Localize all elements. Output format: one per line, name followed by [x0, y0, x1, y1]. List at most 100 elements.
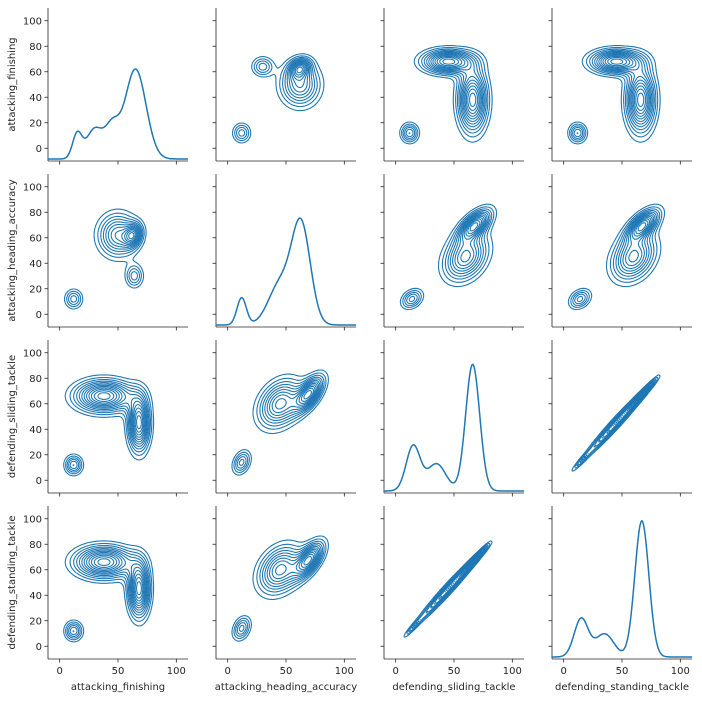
- x-tick-label: 100: [335, 666, 354, 677]
- kde-contour: [570, 48, 657, 141]
- panel-defending_sliding_tackle-vs-attacking_heading_accuracy: [212, 340, 356, 497]
- y-tick-label: 20: [29, 450, 42, 461]
- kde-contour: [442, 58, 477, 108]
- panel-defending_standing_tackle-vs-defending_sliding_tackle: 0 50 100: [380, 506, 524, 677]
- kde-contour: [236, 376, 324, 469]
- kde-contour: [88, 553, 146, 604]
- y-axis-label-attacking_finishing: attacking_finishing: [7, 37, 18, 131]
- kde-contour: [66, 212, 145, 308]
- kde-contour: [465, 218, 483, 237]
- kde-contour: [600, 53, 650, 120]
- y-tick-label: 100: [23, 514, 42, 525]
- kde-contour: [231, 53, 325, 144]
- x-axis-label-attacking_finishing: attacking_finishing: [71, 682, 165, 693]
- kde-contour: [572, 208, 661, 307]
- y-tick-label: 80: [29, 208, 42, 219]
- y-tick-label: 20: [29, 118, 42, 129]
- kde-contour: [88, 387, 146, 438]
- kde-contour: [110, 225, 140, 247]
- kde-contour: [404, 208, 493, 307]
- kde-contour: [72, 383, 148, 467]
- x-tick-label: 50: [280, 666, 293, 677]
- kde-contour: [70, 218, 143, 303]
- kde-contour: [238, 378, 322, 467]
- y-tick-label: 100: [23, 16, 42, 27]
- kde-contour: [622, 214, 655, 270]
- kde-contour: [402, 48, 489, 141]
- kde-contour: [576, 51, 653, 135]
- kde-contour: [93, 556, 144, 599]
- kde-contour: [602, 54, 649, 117]
- kde-contour: [430, 52, 484, 123]
- kde-contour: [467, 220, 481, 235]
- y-tick-label: 60: [29, 399, 42, 410]
- kde-contour: [66, 378, 151, 473]
- kde-contour: [68, 546, 150, 638]
- kde-contour: [610, 58, 645, 108]
- kde-contour: [66, 544, 151, 639]
- x-tick-label: 0: [560, 666, 566, 677]
- kde-contour: [274, 384, 317, 410]
- kde-contour: [288, 60, 311, 96]
- kde-contour: [289, 60, 310, 93]
- kde-contour: [235, 56, 318, 140]
- kde-contour: [69, 382, 149, 470]
- panel-defending_sliding_tackle-vs-attacking_finishing: 0 20 40 60 80 100: [23, 340, 188, 497]
- kde-contour: [403, 540, 493, 638]
- kde-contour: [637, 222, 647, 232]
- kde-contour: [567, 203, 666, 311]
- kde-contour: [235, 540, 325, 637]
- y-axis-label-defending_standing_tackle: defending_standing_tackle: [7, 516, 18, 650]
- kde-contour: [408, 211, 490, 303]
- kde-contour: [233, 372, 327, 474]
- kde-contour: [625, 215, 653, 267]
- kde-contour: [567, 45, 661, 145]
- x-tick-label: 50: [112, 666, 125, 677]
- kde-contour: [573, 50, 654, 138]
- kde-contour: [402, 206, 495, 308]
- kde-contour: [235, 374, 325, 471]
- kde-contour: [266, 545, 321, 585]
- kde-contour: [65, 376, 153, 475]
- kde-contour: [271, 548, 318, 580]
- y-axis-label-attacking_heading_accuracy: attacking_heading_accuracy: [7, 179, 18, 321]
- kde-contour: [97, 392, 142, 430]
- kde-contour: [266, 379, 321, 419]
- kde-contour: [633, 218, 651, 237]
- x-tick-label: 100: [503, 666, 522, 677]
- kde-contour: [569, 47, 659, 143]
- kde-contour: [432, 53, 482, 120]
- kde-contour: [107, 223, 141, 248]
- panel-defending_standing_tackle-vs-attacking_finishing: 0 20 40 60 80 100 0 50 100: [23, 506, 188, 677]
- kde-contour: [574, 210, 659, 305]
- kde-contour: [271, 382, 318, 414]
- kde-contour: [236, 542, 324, 635]
- kde-contour: [604, 55, 648, 115]
- kde-contour: [598, 52, 652, 123]
- panel-attacking_finishing-vs-attacking_heading_accuracy: [212, 8, 356, 165]
- kde-curve: [552, 520, 692, 658]
- kde-contour: [628, 216, 652, 263]
- y-tick-label: 0: [36, 310, 42, 321]
- kde-contour: [296, 66, 304, 74]
- kde-contour: [93, 390, 144, 433]
- kde-contour: [439, 56, 479, 112]
- y-tick-label: 0: [36, 144, 42, 155]
- kde-contour: [128, 231, 135, 240]
- kde-contour: [67, 215, 144, 306]
- panel-defending_sliding_tackle-vs-defending_sliding_tackle: [380, 340, 524, 497]
- kde-contour: [65, 542, 153, 641]
- kde-contour: [572, 49, 655, 140]
- kde-contour: [268, 381, 320, 417]
- kde-contour: [469, 558, 476, 566]
- kde-contour: [303, 389, 313, 400]
- kde-contour: [607, 56, 647, 112]
- kde-contour: [300, 553, 314, 568]
- kde-contour: [63, 374, 155, 477]
- kde-contour: [85, 551, 147, 607]
- kde-contour: [274, 550, 317, 576]
- kde-contour: [72, 549, 148, 633]
- kde-contour: [90, 388, 145, 436]
- kde-contour: [114, 226, 139, 246]
